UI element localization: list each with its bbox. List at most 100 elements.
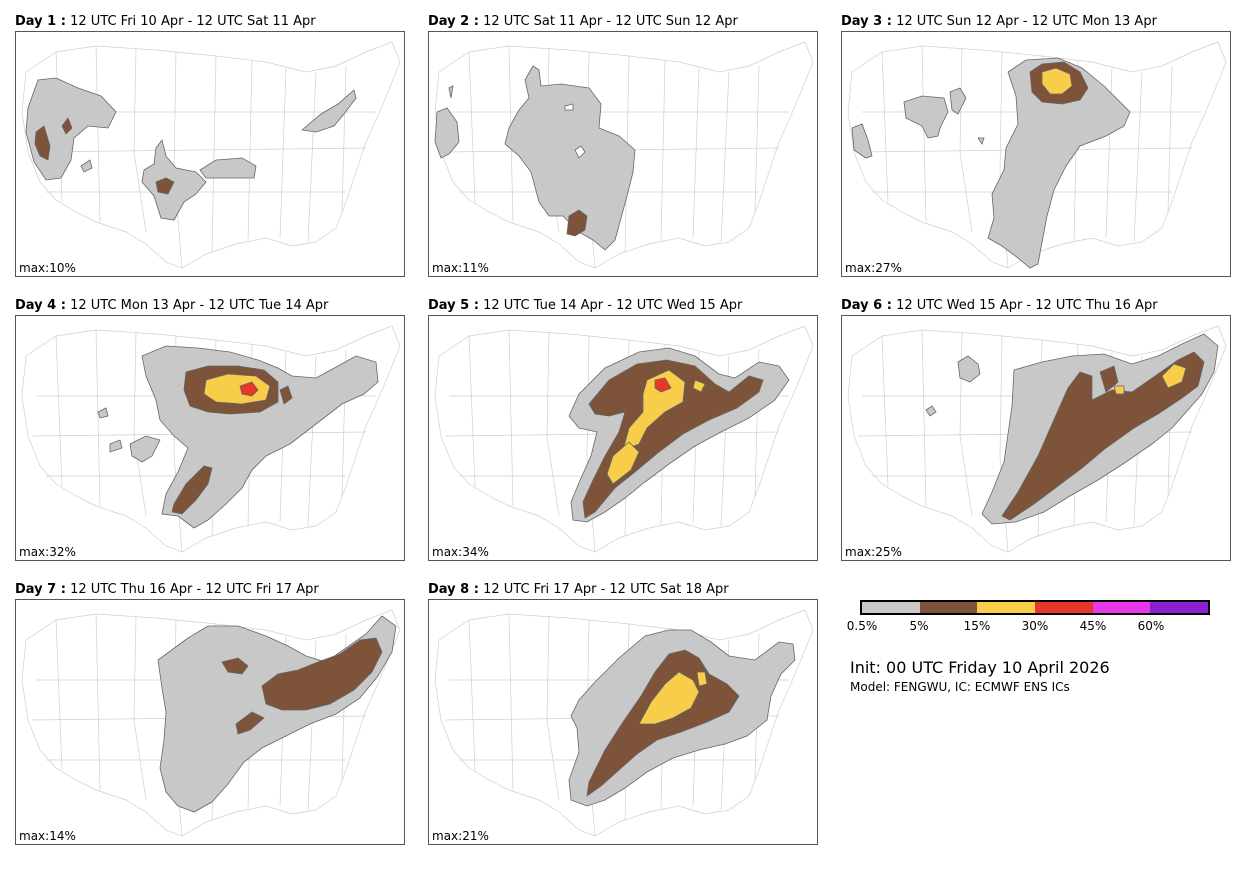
state-boundary xyxy=(468,335,476,487)
state-boundary xyxy=(959,47,973,233)
colorbar-bin-6 xyxy=(1150,602,1209,613)
max-label: max:32% xyxy=(19,545,76,559)
colorbar-tick: 15% xyxy=(963,619,991,633)
map-svg xyxy=(847,41,1227,269)
panel-day-8: Day 8 : 12 UTC Fri 17 Apr - 12 UTC Sat 1… xyxy=(428,582,818,845)
map-svg xyxy=(434,41,814,269)
prob-contour-s2 xyxy=(582,359,764,519)
colorbar-bin-4 xyxy=(1035,602,1093,613)
prob-contour-s1 xyxy=(851,123,873,159)
model-info: Model: FENGWU, IC: ECMWF ENS ICs xyxy=(850,680,1070,694)
state-boundary xyxy=(247,59,253,243)
panel-title: Day 1 : 12 UTC Fri 10 Apr - 12 UTC Sat 1… xyxy=(15,14,316,29)
map-svg xyxy=(21,41,401,269)
max-label: max:21% xyxy=(432,829,489,843)
colorbar-tick: 5% xyxy=(909,619,929,633)
state-boundary xyxy=(881,51,889,203)
state-boundary xyxy=(847,41,1227,269)
prob-contour-s3 xyxy=(638,671,700,725)
prob-contour-s3 xyxy=(696,671,708,687)
prob-contour-s3 xyxy=(1041,67,1073,95)
colorbar-legend: 0.5% 5% 15% 30% 45% 60% xyxy=(847,600,1210,635)
map-day-3: max:27% xyxy=(841,31,1231,277)
max-label: max:27% xyxy=(845,261,902,275)
prob-contour-s2 xyxy=(221,657,249,675)
state-boundary xyxy=(847,325,1227,553)
map-day-7: max:14% xyxy=(15,599,405,845)
prob-contour-s1 xyxy=(80,159,93,173)
state-boundary xyxy=(468,619,476,771)
panel-day-4: Day 4 : 12 UTC Mon 13 Apr - 12 UTC Tue 1… xyxy=(15,298,405,561)
prob-contour-s2 xyxy=(586,649,740,797)
state-boundary xyxy=(173,51,183,269)
state-boundary xyxy=(95,45,101,223)
state-boundary xyxy=(754,65,760,213)
prob-contour-s2 xyxy=(171,465,213,515)
colorbar-tick: 60% xyxy=(1137,619,1165,633)
panel-title: Day 8 : 12 UTC Fri 17 Apr - 12 UTC Sat 1… xyxy=(428,582,729,597)
prob-contour-s1 xyxy=(109,439,123,453)
state-boundary xyxy=(660,59,666,243)
map-svg xyxy=(847,325,1227,553)
prob-contour-s1 xyxy=(504,65,636,251)
prob-contour-s2 xyxy=(279,385,293,405)
prob-contour-s1 xyxy=(434,107,460,159)
prob-contour-s3 xyxy=(692,379,706,393)
state-boundary xyxy=(21,41,401,269)
state-boundary xyxy=(586,335,596,553)
map-svg xyxy=(21,325,401,553)
state-boundary xyxy=(341,65,347,213)
state-boundary xyxy=(133,47,147,233)
panel-title: Day 7 : 12 UTC Thu 16 Apr - 12 UTC Fri 1… xyxy=(15,582,319,597)
map-svg xyxy=(434,609,814,837)
panel-day-2: Day 2 : 12 UTC Sat 11 Apr - 12 UTC Sun 1… xyxy=(428,14,818,277)
prob-contour-s1 xyxy=(977,137,985,145)
panel-day-5: Day 5 : 12 UTC Tue 14 Apr - 12 UTC Wed 1… xyxy=(428,298,818,561)
init-time: Init: 00 UTC Friday 10 April 2026 xyxy=(850,658,1110,677)
state-boundary xyxy=(95,613,101,791)
state-boundary xyxy=(55,335,63,487)
state-boundary xyxy=(692,67,700,239)
colorbar-bin-2 xyxy=(919,602,978,613)
state-boundary xyxy=(1133,71,1143,243)
prob-contour-s3 xyxy=(203,373,271,405)
state-boundary xyxy=(720,71,730,243)
panel-day-6: Day 6 : 12 UTC Wed 15 Apr - 12 UTC Thu 1… xyxy=(841,298,1231,561)
colorbar-bin-3 xyxy=(977,602,1036,613)
prob-contour-s1 xyxy=(97,407,109,419)
panel-day-1: Day 1 : 12 UTC Fri 10 Apr - 12 UTC Sat 1… xyxy=(15,14,405,277)
prob-contour-s2 xyxy=(566,209,588,237)
state-boundary xyxy=(21,325,401,553)
state-boundary xyxy=(921,329,927,507)
prob-contour-s3 xyxy=(606,441,640,485)
map-day-2: max:11% xyxy=(428,31,818,277)
prob-contour-s2 xyxy=(34,125,51,161)
prob-contour-s2 xyxy=(1099,365,1119,393)
state-boundary xyxy=(133,331,147,517)
prob-contour-s3 xyxy=(622,369,686,451)
panel-day-7: Day 7 : 12 UTC Thu 16 Apr - 12 UTC Fri 1… xyxy=(15,582,405,845)
colorbar xyxy=(860,600,1210,615)
panel-title: Day 6 : 12 UTC Wed 15 Apr - 12 UTC Thu 1… xyxy=(841,298,1158,313)
state-boundary xyxy=(881,335,889,487)
prob-contour-s3 xyxy=(1113,385,1125,395)
max-label: max:25% xyxy=(845,545,902,559)
state-boundary xyxy=(468,51,476,203)
prob-contour-s2 xyxy=(261,637,383,711)
state-boundary xyxy=(508,329,514,507)
prob-contour-s2 xyxy=(155,177,175,195)
map-day-6: max:25% xyxy=(841,315,1231,561)
prob-contour-s1 xyxy=(949,87,967,115)
prob-contour-s1 xyxy=(987,57,1131,269)
state-boundary xyxy=(133,615,147,801)
prob-contour-s2 xyxy=(61,117,73,135)
state-boundary xyxy=(55,619,63,771)
map-svg xyxy=(21,609,401,837)
state-boundary xyxy=(546,615,560,801)
panel-day-3: Day 3 : 12 UTC Sun 12 Apr - 12 UTC Mon 1… xyxy=(841,14,1231,277)
prob-contour-s1 xyxy=(925,405,937,417)
map-svg xyxy=(434,325,814,553)
prob-contour-s2 xyxy=(235,711,265,735)
max-label: max:10% xyxy=(19,261,76,275)
prob-contour-s1 xyxy=(129,435,161,463)
